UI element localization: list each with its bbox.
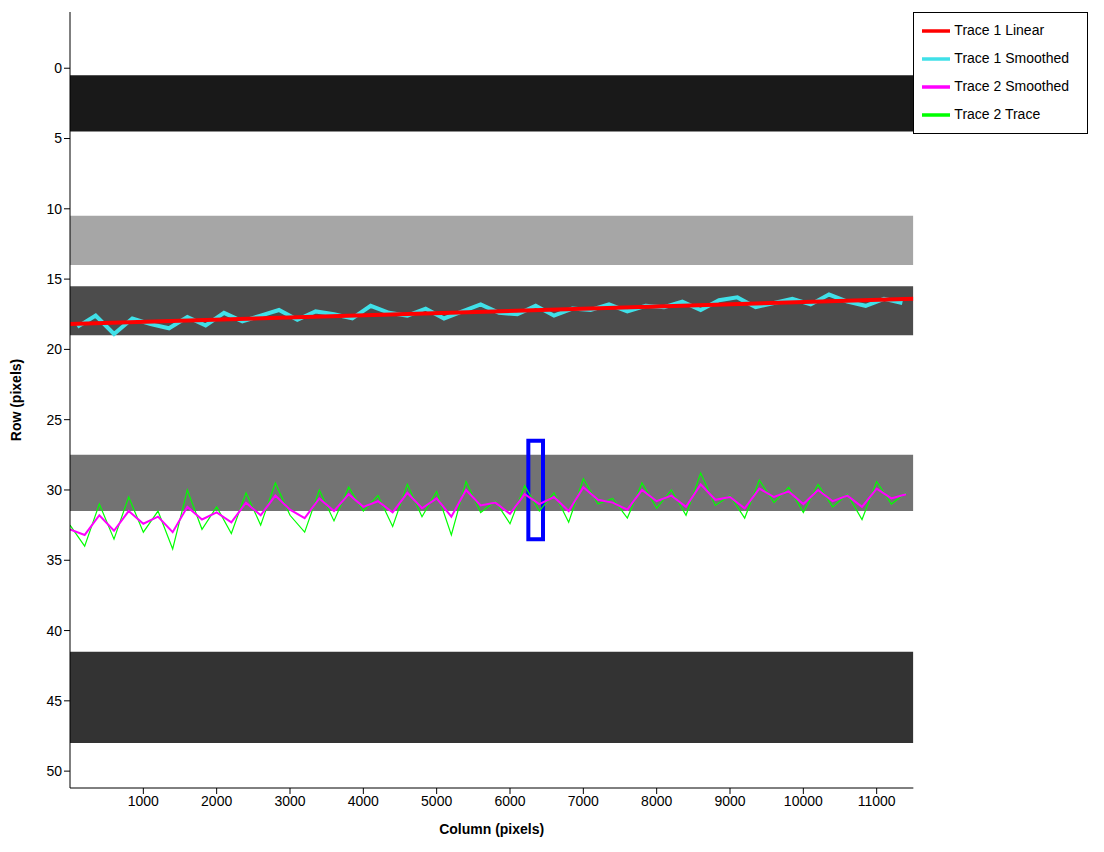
html-text:Trace 2 Trace: Trace 2 Trace	[954, 105, 1041, 122]
svg-text:40: 40	[46, 623, 62, 639]
svg-text:9000: 9000	[714, 793, 745, 809]
svg-text:2000: 2000	[201, 793, 232, 809]
svg-text:7000: 7000	[568, 793, 599, 809]
svg-text:35: 35	[46, 552, 62, 568]
svg-text:50: 50	[46, 763, 62, 779]
html-text:Trace 2 Smoothed: Trace 2 Smoothed	[954, 77, 1069, 94]
svg-text:30: 30	[46, 482, 62, 498]
svg-text:3000: 3000	[274, 793, 305, 809]
svg-text:4000: 4000	[348, 793, 379, 809]
svg-text:1000: 1000	[128, 793, 159, 809]
svg-text:10: 10	[46, 201, 62, 217]
svg-text:Row (pixels): Row (pixels)	[8, 359, 24, 441]
svg-text:5000: 5000	[421, 793, 452, 809]
svg-text:25: 25	[46, 412, 62, 428]
svg-text:0: 0	[54, 60, 62, 76]
svg-text:15: 15	[46, 271, 62, 287]
svg-text:45: 45	[46, 693, 62, 709]
svg-text:11000: 11000	[858, 793, 896, 809]
svg-text:Column (pixels): Column (pixels)	[439, 821, 544, 837]
svg-text:8000: 8000	[641, 793, 672, 809]
svg-text:5: 5	[54, 130, 62, 146]
svg-text:10000: 10000	[784, 793, 823, 809]
svg-text:6000: 6000	[494, 793, 525, 809]
html-text:Trace 1 Smoothed: Trace 1 Smoothed	[954, 49, 1069, 66]
svg-text:20: 20	[46, 341, 62, 357]
html-text:Trace 1 Linear: Trace 1 Linear	[954, 21, 1045, 38]
